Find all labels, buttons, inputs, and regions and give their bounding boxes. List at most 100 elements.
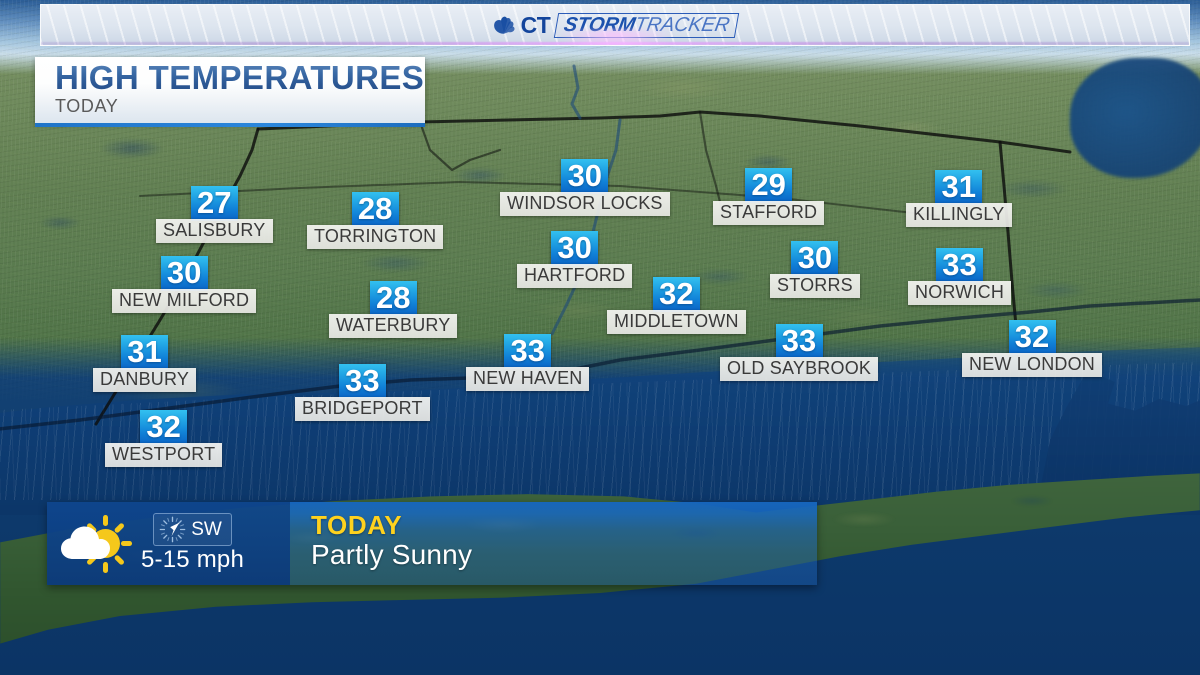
temperature-value: 28 <box>375 280 411 315</box>
city-temperature-marker: 32 MIDDLETOWN <box>607 276 746 335</box>
temperature-value: 30 <box>166 255 202 290</box>
temperature-chip: 31 <box>935 169 983 206</box>
temperature-chip: 33 <box>936 247 984 284</box>
city-name-chip: HARTFORD <box>517 264 633 289</box>
page-title: HIGH TEMPERATURES <box>55 59 425 96</box>
temperature-value: 32 <box>1014 319 1050 354</box>
city-name-label: BRIDGEPORT <box>302 398 423 419</box>
temperature-value: 31 <box>941 169 976 204</box>
temperature-value: 30 <box>797 240 833 275</box>
city-name-chip: WINDSOR LOCKS <box>500 192 670 217</box>
partly-sunny-icon <box>61 514 132 573</box>
city-temperature-marker: 33 NEW HAVEN <box>466 333 590 392</box>
temperature-value: 33 <box>345 363 380 398</box>
temperature-chip: 33 <box>338 363 386 400</box>
brand-network-label: CT <box>520 11 551 38</box>
temperature-value: 28 <box>357 191 393 226</box>
city-temperature-marker: 28 WATERBURY <box>329 280 458 339</box>
city-temperature-marker: 33 NORWICH <box>908 247 1012 306</box>
city-temperature-marker: 28 TORRINGTON <box>307 191 444 250</box>
city-name-label: WINDSOR LOCKS <box>507 193 663 214</box>
city-name-label: NEW LONDON <box>969 354 1096 375</box>
temperature-chip: 30 <box>791 240 839 277</box>
city-temperature-marker: 32 WESTPORT <box>105 409 223 468</box>
temperature-chip: 30 <box>160 255 208 292</box>
city-temperature-marker: 30 STORRS <box>770 240 860 299</box>
city-temperature-marker: 27 SALISBURY <box>156 185 273 244</box>
city-name-label: WESTPORT <box>112 444 216 465</box>
temperature-chip: 32 <box>652 276 700 313</box>
temperature-value: 29 <box>751 167 786 202</box>
nbc-peacock-icon <box>493 16 515 34</box>
temperature-value: 30 <box>557 230 592 265</box>
forecast-condition-label: Partly Sunny <box>311 539 473 571</box>
city-name-label: STORRS <box>777 275 853 296</box>
wind-direction-label: SW <box>191 519 222 541</box>
city-name-label: KILLINGLY <box>913 204 1005 225</box>
temperature-chip: 29 <box>745 167 793 204</box>
temperature-chip: 32 <box>1008 319 1056 356</box>
temperature-chip: 32 <box>140 409 188 446</box>
temperature-value: 27 <box>197 185 232 220</box>
temperature-chip: 30 <box>551 230 599 267</box>
city-name-label: NORWICH <box>915 282 1005 303</box>
storm-tracker-brand-bar: CT STORM TRACKER <box>40 4 1190 46</box>
city-name-label: DANBURY <box>100 369 190 390</box>
city-name-label: NEW MILFORD <box>119 290 250 311</box>
city-name-chip: MIDDLETOWN <box>607 310 746 335</box>
temperature-chip: 33 <box>504 333 552 370</box>
temperature-chip: 28 <box>351 191 399 228</box>
city-temperature-marker: 32 NEW LONDON <box>962 319 1103 378</box>
temperature-value: 30 <box>567 158 603 193</box>
temperature-value: 31 <box>127 334 162 369</box>
city-name-chip: BRIDGEPORT <box>295 397 430 422</box>
city-name-label: HARTFORD <box>524 265 626 286</box>
city-temperature-marker: 33 BRIDGEPORT <box>295 363 430 422</box>
temperature-chip: 33 <box>775 323 823 360</box>
forecast-info-bar: SW 5-15 mph TODAY Partly Sunny <box>47 502 817 585</box>
forecast-summary-panel: TODAY Partly Sunny <box>290 502 817 585</box>
city-name-chip: NEW HAVEN <box>466 367 590 392</box>
city-name-chip: STORRS <box>770 274 860 299</box>
city-temperature-marker: 33 OLD SAYBROOK <box>720 323 879 382</box>
city-temperature-marker: 30 HARTFORD <box>517 230 633 289</box>
temperature-chip: 31 <box>121 334 169 371</box>
city-name-label: MIDDLETOWN <box>614 311 739 332</box>
temperature-value: 33 <box>510 333 545 368</box>
city-name-label: OLD SAYBROOK <box>727 358 872 379</box>
city-name-label: WATERBURY <box>336 315 451 336</box>
temperature-value: 32 <box>146 409 181 444</box>
temperature-chip: 28 <box>369 280 417 317</box>
city-name-chip: NEW MILFORD <box>112 289 257 314</box>
wind-direction-box: SW <box>153 513 232 547</box>
city-name-chip: TORRINGTON <box>307 225 444 250</box>
brand-bar-glow <box>555 31 675 45</box>
city-name-chip: KILLINGLY <box>906 203 1012 228</box>
city-name-label: STAFFORD <box>720 202 818 223</box>
city-name-label: NEW HAVEN <box>473 368 583 389</box>
map-lake-northeast <box>1070 58 1200 178</box>
temperature-value: 33 <box>942 247 977 282</box>
temperature-value: 33 <box>781 323 817 358</box>
compass-needle <box>170 523 180 537</box>
city-temperature-marker: 30 WINDSOR LOCKS <box>500 158 670 217</box>
city-name-chip: STAFFORD <box>713 201 825 226</box>
city-temperature-marker: 30 NEW MILFORD <box>112 255 257 314</box>
city-name-chip: NORWICH <box>908 281 1012 306</box>
city-name-chip: DANBURY <box>93 368 197 393</box>
forecast-day-label: TODAY <box>311 510 403 540</box>
temperature-chip: 27 <box>190 185 238 222</box>
wind-speed-label: 5-15 mph <box>141 546 244 574</box>
city-name-chip: WESTPORT <box>105 443 223 468</box>
compass-icon <box>159 516 186 543</box>
city-name-label: SALISBURY <box>163 220 266 241</box>
city-temperature-marker: 31 KILLINGLY <box>906 169 1012 228</box>
city-temperature-marker: 31 DANBURY <box>93 334 197 393</box>
wind-readout: SW 5-15 mph <box>141 513 244 573</box>
forecast-conditions-panel: SW 5-15 mph <box>47 502 290 585</box>
page-subtitle: TODAY <box>55 95 119 116</box>
temperature-chip: 30 <box>561 158 609 195</box>
temperature-value: 32 <box>659 276 694 311</box>
city-name-chip: NEW LONDON <box>962 353 1103 378</box>
city-name-label: TORRINGTON <box>314 226 437 247</box>
